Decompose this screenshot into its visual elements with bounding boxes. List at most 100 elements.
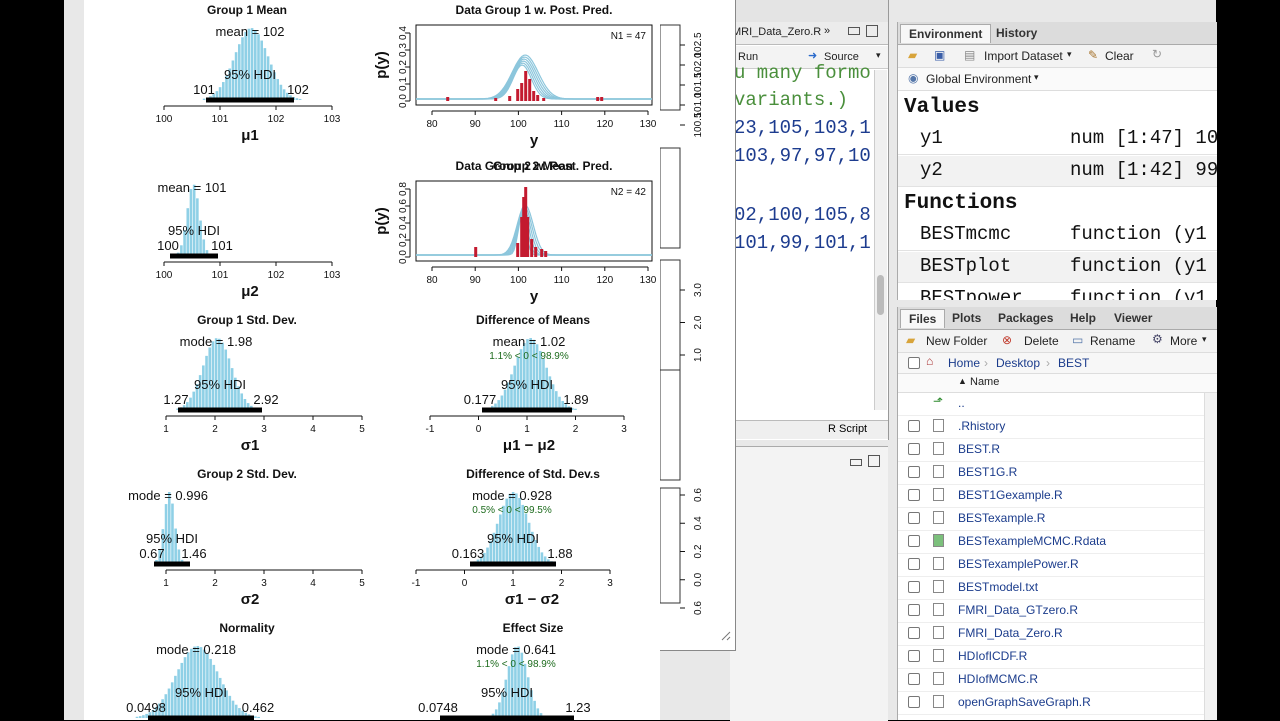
env-row[interactable]: y1 num [1:47] 10	[898, 124, 1217, 155]
code-line[interactable]: variants.)	[734, 89, 849, 111]
file-row[interactable]: BEST1Gexample.R	[898, 484, 1217, 508]
file-name[interactable]: BEST1G.R	[958, 465, 1018, 479]
more-dropdown-icon[interactable]: ▾	[1202, 334, 1207, 344]
import-dataset-button[interactable]: Import Dataset	[984, 49, 1063, 63]
tab-plots[interactable]: Plots	[952, 311, 982, 325]
file-name[interactable]: BESTexamplePower.R	[958, 557, 1079, 571]
chevron-right-icon[interactable]: »	[824, 25, 831, 37]
breadcrumb-best[interactable]: BEST	[1058, 356, 1090, 370]
editor-file-tab[interactable]: MRI_Data_Zero.R	[732, 26, 822, 38]
file-name[interactable]: BESTmodel.txt	[958, 580, 1039, 594]
file-row[interactable]: BESTexample.R	[898, 507, 1217, 531]
x-tick-label: 4	[310, 578, 316, 589]
file-row[interactable]: BESTmodel.txt	[898, 576, 1217, 600]
code-line[interactable]: 101,99,101,1	[734, 232, 871, 254]
name-column-header[interactable]: Name	[970, 376, 1000, 388]
scope-selector[interactable]: ◉ Global Environment ▾	[898, 68, 1217, 91]
file-name[interactable]: openGraphSaveGraph.R	[958, 695, 1091, 709]
env-row[interactable]: BESTpower function (y1	[898, 284, 1217, 300]
run-button[interactable]: Run	[738, 51, 759, 63]
env-row[interactable]: y2 num [1:42] 99	[898, 156, 1217, 187]
histogram-bar	[230, 368, 234, 410]
file-name[interactable]: BESTexampleMCMC.Rdata	[958, 534, 1107, 548]
file-row[interactable]: FMRI_Data_GTzero.R	[898, 599, 1217, 623]
file-row[interactable]: openGraphSaveGraph.R	[898, 691, 1217, 715]
tab-files[interactable]: Files	[900, 309, 946, 328]
file-name[interactable]: HDIofMCMC.R	[958, 672, 1038, 686]
hdi-low-label: 0.0748	[418, 700, 458, 715]
import-dropdown-icon[interactable]: ▾	[1067, 49, 1072, 59]
file-checkbox[interactable]	[908, 443, 920, 455]
file-checkbox[interactable]	[908, 420, 920, 432]
tab-packages[interactable]: Packages	[998, 311, 1054, 325]
breadcrumb-desktop[interactable]: Desktop	[996, 356, 1041, 370]
hdi-low-label: 0.67	[139, 546, 164, 561]
code-line[interactable]: u many formo	[734, 62, 871, 84]
file-row[interactable]: FMRI_Data_Zero.R	[898, 622, 1217, 646]
load-workspace-icon[interactable]: ▰	[908, 48, 918, 62]
file-checkbox[interactable]	[908, 535, 920, 547]
minimize-icon[interactable]	[848, 27, 860, 35]
sort-asc-icon[interactable]: ▲	[958, 376, 967, 386]
file-checkbox[interactable]	[908, 512, 920, 524]
histogram-bar	[500, 395, 504, 410]
tab-help[interactable]: Help	[1070, 311, 1097, 325]
code-line[interactable]: 02,100,105,8	[734, 204, 871, 226]
delete-button[interactable]: Delete	[1024, 334, 1059, 348]
tab-history[interactable]: History	[996, 26, 1038, 40]
file-row[interactable]: HDIofICDF.R	[898, 645, 1217, 669]
histogram-bar	[514, 647, 517, 718]
histogram-bar	[161, 529, 165, 564]
resize-grip-icon[interactable]	[721, 631, 731, 641]
tab-viewer[interactable]: Viewer	[1114, 311, 1153, 325]
scroll-thumb[interactable]	[877, 275, 884, 315]
console-minimize-icon[interactable]	[850, 459, 862, 466]
histogram-bar	[266, 56, 270, 100]
rename-button[interactable]: Rename	[1090, 334, 1136, 348]
file-name[interactable]: ..	[958, 396, 965, 410]
source-button[interactable]: Source	[824, 51, 859, 63]
file-row[interactable]: .Rhistory	[898, 415, 1217, 439]
save-workspace-icon[interactable]: ▣	[934, 48, 946, 62]
new-folder-button[interactable]: New Folder	[926, 334, 988, 348]
more-button[interactable]: More	[1170, 334, 1198, 348]
file-checkbox[interactable]	[908, 696, 920, 708]
refresh-icon[interactable]: ↻	[1152, 47, 1163, 61]
histogram-bar	[558, 396, 561, 410]
file-checkbox[interactable]	[908, 627, 920, 639]
env-row[interactable]: BESTmcmc function (y1	[898, 220, 1217, 251]
maximize-icon[interactable]	[866, 25, 878, 37]
file-row[interactable]: BESTexampleMCMC.Rdata	[898, 530, 1217, 554]
breadcrumb-home[interactable]: Home	[948, 356, 981, 370]
file-checkbox[interactable]	[908, 604, 920, 616]
code-line[interactable]: 103,97,97,10	[734, 145, 871, 167]
file-row[interactable]: HDIofMCMC.R	[898, 668, 1217, 692]
file-checkbox[interactable]	[908, 558, 920, 570]
file-checkbox[interactable]	[908, 673, 920, 685]
file-checkbox[interactable]	[908, 650, 920, 662]
file-name[interactable]: BESTexample.R	[958, 511, 1046, 525]
script-type-selector[interactable]: R Script	[828, 423, 868, 435]
file-row-parent[interactable]: ⬏ ..	[898, 392, 1217, 416]
file-row[interactable]: BEST1G.R	[898, 461, 1217, 485]
console-maximize-icon[interactable]	[868, 455, 880, 467]
select-all-checkbox[interactable]	[908, 357, 920, 369]
file-row[interactable]: BEST.R	[898, 438, 1217, 462]
file-name[interactable]: .Rhistory	[958, 419, 1006, 433]
source-dropdown-icon[interactable]: ▾	[876, 50, 881, 60]
file-name[interactable]: BEST.R	[958, 442, 1001, 456]
file-checkbox[interactable]	[908, 466, 920, 478]
file-checkbox[interactable]	[908, 581, 920, 593]
file-name[interactable]: BEST1Gexample.R	[958, 488, 1063, 502]
tab-environment[interactable]: Environment	[900, 24, 992, 43]
clear-button[interactable]: Clear	[1105, 49, 1134, 63]
files-vertical-scrollbar[interactable]	[1204, 393, 1217, 720]
file-checkbox[interactable]	[908, 489, 920, 501]
file-name[interactable]: HDIofICDF.R	[958, 649, 1028, 663]
editor-vertical-scrollbar[interactable]	[874, 70, 887, 410]
env-row[interactable]: BESTplot function (y1	[898, 252, 1217, 283]
file-name[interactable]: FMRI_Data_Zero.R	[958, 626, 1063, 640]
code-line[interactable]: 23,105,103,1	[734, 117, 871, 139]
file-name[interactable]: FMRI_Data_GTzero.R	[958, 603, 1079, 617]
file-row[interactable]: BESTexamplePower.R	[898, 553, 1217, 577]
